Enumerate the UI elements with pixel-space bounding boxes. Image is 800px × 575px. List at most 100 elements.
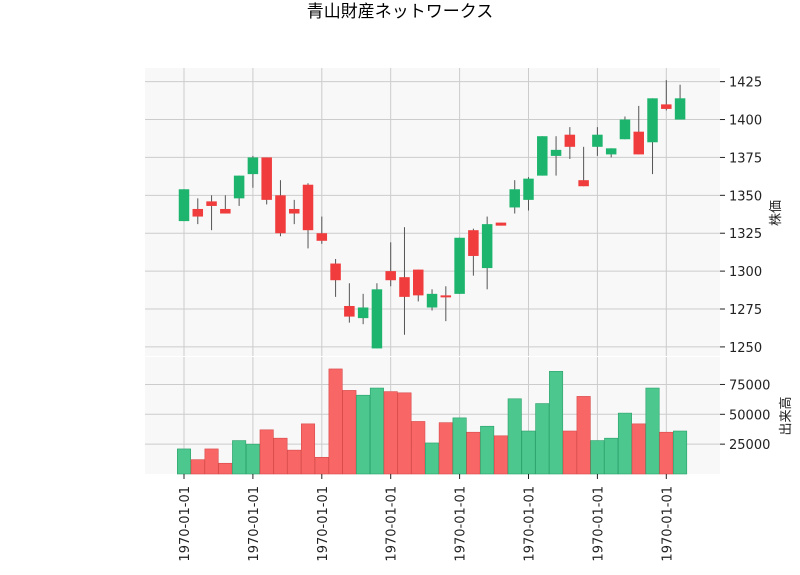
volume-bar-down xyxy=(314,456,329,475)
volume-axis-label: 出来高 xyxy=(778,396,794,435)
candle-body-up xyxy=(454,237,465,294)
volume-bars xyxy=(177,368,688,475)
candle-body-up xyxy=(550,149,562,156)
volume-bar-down xyxy=(466,431,481,475)
candle-body-up xyxy=(647,98,658,143)
volume-bar-down xyxy=(273,437,288,475)
price-tick-label: 1250 xyxy=(729,341,762,356)
candle-body-down xyxy=(633,131,644,155)
candle-body-down xyxy=(220,208,231,214)
price-tick-label: 1425 xyxy=(729,76,762,91)
candle-body-down xyxy=(288,208,300,214)
volume-bar-down xyxy=(493,435,508,475)
volume-tick-label: 50000 xyxy=(729,408,770,423)
candle-body-up xyxy=(509,189,520,208)
volume-bar-up xyxy=(425,442,440,475)
candle-body-down xyxy=(564,134,576,147)
volume-bar-up xyxy=(356,394,371,475)
candle-body-up xyxy=(371,289,383,349)
x-tick-labels: 1970-01-01 1970-01-01 1970-01-01 1970-01-01… xyxy=(178,474,675,562)
candle-body-up xyxy=(178,189,190,222)
price-axis-label: 株価 xyxy=(769,200,784,226)
candle-body-down xyxy=(344,305,355,317)
candle-body-down xyxy=(399,277,410,297)
candle-body-up xyxy=(523,178,534,200)
x-tick-label: 1970-01-01 xyxy=(178,486,193,562)
candle-body-up xyxy=(247,157,259,175)
candle-body-down xyxy=(468,230,479,256)
x-tick-label: 1970-01-01 xyxy=(660,486,675,562)
price-tick-label: 1350 xyxy=(729,189,762,204)
volume-bar-up xyxy=(177,448,192,475)
volume-bar-down xyxy=(659,431,674,475)
volume-bar-up xyxy=(604,437,619,475)
x-tick-label: 1970-01-01 xyxy=(316,486,331,562)
x-tick-label: 1970-01-01 xyxy=(523,486,538,562)
volume-bar-down xyxy=(342,390,357,475)
candle-body-down xyxy=(330,263,341,281)
volume-bar-down xyxy=(328,368,343,475)
volume-bar-up xyxy=(617,412,632,475)
x-tick-label: 1970-01-01 xyxy=(454,486,469,562)
volume-bar-up xyxy=(673,430,688,475)
volume-bar-down xyxy=(259,429,274,475)
volume-bar-up xyxy=(535,403,550,475)
candle-body-up xyxy=(619,119,631,140)
volume-tick-label: 75000 xyxy=(729,378,770,393)
x-tick-label: 1970-01-01 xyxy=(385,486,400,562)
candle-body-down xyxy=(206,201,217,206)
volume-bar-down xyxy=(301,423,316,475)
chart-title: 青山財産ネットワークス xyxy=(307,2,494,22)
volume-bar-up xyxy=(245,443,260,475)
candle-body-down xyxy=(495,222,507,226)
volume-bar-up xyxy=(232,440,247,475)
volume-bar-up xyxy=(645,387,660,475)
volume-bar-up xyxy=(507,398,522,475)
candle-body-down xyxy=(385,271,396,281)
volume-bar-down xyxy=(631,423,646,475)
candle-body-up xyxy=(592,134,603,147)
volume-bar-down xyxy=(383,391,398,475)
volume-bar-down xyxy=(562,430,577,475)
volume-bar-down xyxy=(204,448,219,475)
volume-bar-down xyxy=(411,421,426,475)
y-tick-labels: 1250 1275 1300 1325 1350 1375 1400 1425 25000 500… xyxy=(720,76,770,453)
candle-body-down xyxy=(302,184,314,231)
candle-body-down xyxy=(440,295,452,298)
candle-body-up xyxy=(426,293,438,308)
volume-bar-down xyxy=(438,422,453,475)
price-tick-label: 1400 xyxy=(729,114,762,129)
candle-body-down xyxy=(275,195,286,234)
x-tick-label: 1970-01-01 xyxy=(591,486,606,562)
candle-body-down xyxy=(192,208,204,217)
volume-tick-label: 25000 xyxy=(729,438,770,453)
candle-body-up xyxy=(357,307,369,319)
volume-bar-down xyxy=(576,396,591,475)
candle-body-up xyxy=(233,175,245,199)
volume-bar-up xyxy=(480,425,495,475)
candle-body-down xyxy=(413,269,424,296)
volume-bar-up xyxy=(369,387,384,475)
volume-bar-down xyxy=(287,449,302,475)
price-tick-label: 1325 xyxy=(729,227,762,242)
candle-body-up xyxy=(481,224,493,269)
price-tick-label: 1375 xyxy=(729,151,762,166)
candle-body-up xyxy=(537,136,548,176)
volume-bar-up xyxy=(521,430,536,475)
volume-bar-down xyxy=(218,462,233,475)
volume-bar-down xyxy=(190,459,205,475)
x-tick-label: 1970-01-01 xyxy=(247,486,262,562)
price-panel-background xyxy=(145,68,720,356)
price-candles xyxy=(178,80,686,349)
candle-body-down xyxy=(661,104,672,109)
price-tick-label: 1275 xyxy=(729,303,762,318)
candle-body-down xyxy=(578,180,589,187)
candle-body-up xyxy=(605,148,617,155)
candle-body-down xyxy=(261,157,272,200)
price-tick-label: 1300 xyxy=(729,265,762,280)
volume-bar-up xyxy=(549,371,564,475)
candle-body-up xyxy=(674,98,686,120)
volume-bar-down xyxy=(397,392,412,475)
volume-bar-up xyxy=(590,440,605,475)
